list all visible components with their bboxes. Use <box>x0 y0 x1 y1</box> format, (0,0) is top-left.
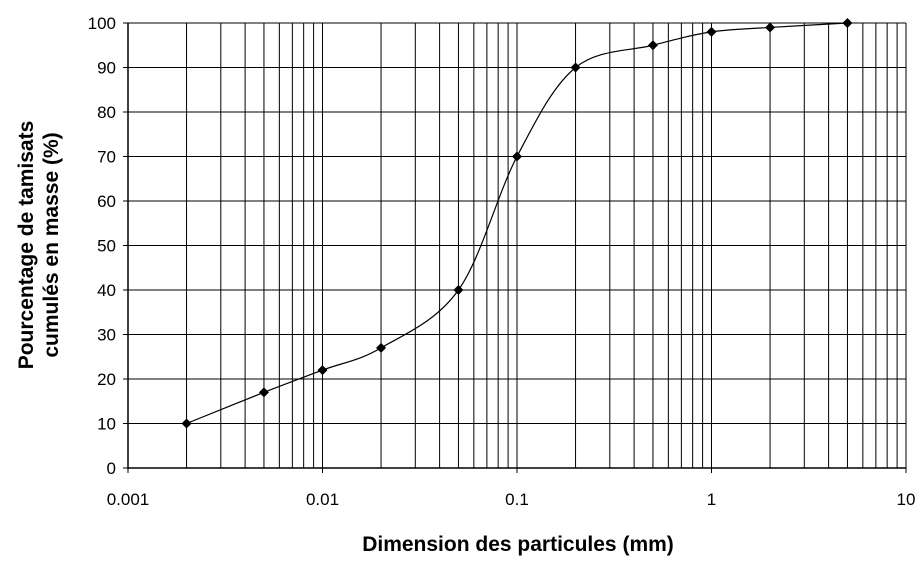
y-tick-label: 0 <box>107 459 116 478</box>
data-point-marker <box>258 387 269 398</box>
data-point-marker <box>376 342 387 353</box>
data-point-marker <box>453 285 464 295</box>
data-point-marker <box>765 22 776 33</box>
y-tick-label: 50 <box>97 237 116 256</box>
data-point-marker <box>512 151 522 162</box>
x-axis-title: Dimension des particules (mm) <box>362 533 674 556</box>
data-point-marker <box>706 26 717 37</box>
grid <box>127 22 907 469</box>
data-point-marker <box>842 18 853 28</box>
x-tick-labels: 0.001 0.01 0.1 1 10 <box>107 490 916 509</box>
markers <box>181 18 853 429</box>
y-tick-label: 70 <box>97 148 116 167</box>
y-tick-label: 10 <box>97 415 116 434</box>
x-tick-label: 1 <box>707 490 716 509</box>
y-tick-label: 20 <box>97 370 116 389</box>
y-tick-label: 30 <box>97 326 116 345</box>
y-tick-label: 60 <box>97 192 116 211</box>
data-point-marker <box>181 418 192 429</box>
y-axis-title: Pourcentage de tamisats cumulés en masse… <box>15 121 63 370</box>
y-tick-labels: 0 10 20 30 40 50 60 70 80 90 100 <box>88 14 116 478</box>
series-line <box>186 22 848 425</box>
y-tick-label: 40 <box>97 281 116 300</box>
y-axis-title-line-2: cumulés en masse (%) <box>40 132 63 357</box>
y-tick-label: 90 <box>97 59 116 78</box>
data-point-marker <box>570 62 581 73</box>
axes <box>123 22 907 473</box>
x-tick-label: 10 <box>897 490 916 509</box>
curve <box>186 22 848 425</box>
data-point-marker <box>317 365 328 376</box>
x-tick-label: 0.1 <box>505 490 529 509</box>
x-tick-label: 0.01 <box>306 490 339 509</box>
y-axis-title-line-1: Pourcentage de tamisats <box>15 121 38 370</box>
y-tick-label: 100 <box>88 14 116 33</box>
y-tick-label: 80 <box>97 103 116 122</box>
x-tick-label: 0.001 <box>107 490 150 509</box>
data-point-marker <box>647 40 658 51</box>
